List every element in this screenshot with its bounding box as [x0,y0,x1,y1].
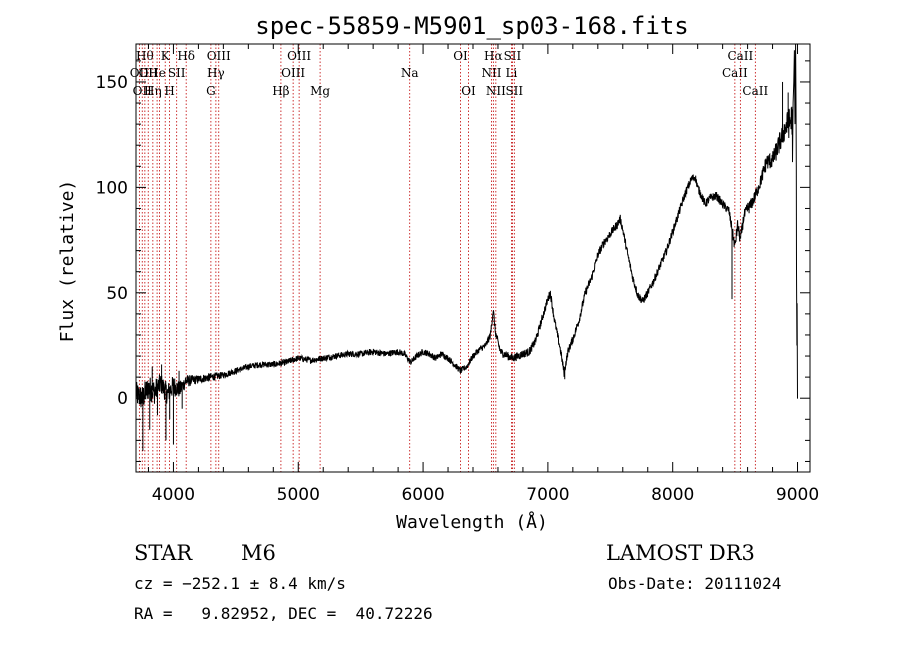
line-marker-label: H [164,84,174,98]
line-marker-label: Li [506,66,518,80]
line-marker-label: NII [481,66,501,80]
line-marker-label: CaII [742,84,768,98]
x-tick-label: 6000 [401,485,444,505]
line-marker-label: SII [505,84,523,98]
coordinates-readout: RA = 9.82952, DEC = 40.72226 [134,604,433,623]
line-marker-label: Hγ [207,66,225,80]
x-axis-label: Wavelength (Å) [396,511,548,533]
spectrum-line [135,43,798,408]
y-tick-label: 0 [117,389,128,409]
object-class: STAR [134,541,193,565]
x-tick-label: 9000 [776,485,819,505]
x-tick-label: 8000 [651,485,694,505]
y-tick-label: 150 [96,73,128,93]
line-marker-label: SII [504,49,522,63]
line-marker-label: Hα [484,49,503,63]
line-marker-label: Hθ [136,49,154,63]
chart-title: spec-55859-M5901_sp03-168.fits [255,12,688,40]
line-marker-label: K [161,49,171,63]
line-marker-label: SII [168,66,186,80]
line-marker-label: Hη [144,84,162,98]
line-marker-label: OI [461,84,476,98]
axis-ticks: 4000 5000 6000 7000 8000 9000 0 50 100 150 [96,44,819,505]
y-tick-label: 50 [106,284,128,304]
line-marker-label: OII [133,84,153,98]
line-marker-label: Hδ [177,49,195,63]
line-marker-label: Hβ [272,84,289,98]
x-tick-label: 5000 [277,485,320,505]
spectrum-trace [135,43,798,451]
line-marker-label: OII [130,66,150,80]
y-axis-label: Flux (relative) [57,180,78,343]
x-tick-label: 4000 [152,485,195,505]
survey-name: LAMOST DR3 [606,541,755,565]
x-tick-label: 7000 [526,485,569,505]
line-marker-label: OIII [281,66,305,80]
y-tick-label: 100 [96,178,128,198]
line-marker-label: OI [453,49,468,63]
line-marker-label: OII [139,66,159,80]
plot-frame [135,43,811,473]
line-marker-label: OIII [207,49,231,63]
object-subclass: M6 [241,541,276,565]
line-marker-label: He [148,66,166,80]
line-marker-label: Na [401,66,419,80]
observation-date: Obs-Date: 20111024 [608,574,781,593]
line-marker-label: Mg [310,84,330,98]
redshift-readout: cz = −252.1 ± 8.4 km/s [134,574,346,593]
line-marker-label: OIII [287,49,311,63]
line-marker-label: CaII [727,49,753,63]
line-marker-label: CaII [722,66,748,80]
spectral-line-markers: OIIOIIHθOIIHηHeKHSIIHδGHγOIIIHβOIIIOIIIM… [130,44,768,472]
line-marker-label: NII [486,84,506,98]
line-marker-label: G [206,84,216,98]
